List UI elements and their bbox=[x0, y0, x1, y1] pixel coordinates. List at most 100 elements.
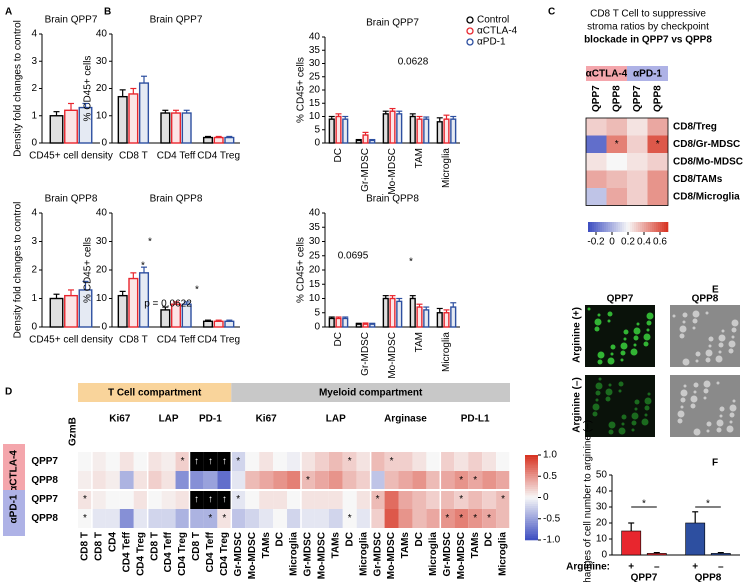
bar bbox=[117, 95, 128, 144]
bar bbox=[64, 294, 78, 328]
cell-blob bbox=[587, 307, 591, 311]
column-label: CD8 T bbox=[80, 532, 91, 561]
heat-cell bbox=[342, 471, 357, 490]
colorbar-strip bbox=[632, 222, 635, 232]
cell-blob bbox=[618, 427, 626, 435]
colorbar-strip bbox=[628, 222, 631, 232]
heat-cell bbox=[161, 509, 176, 528]
colorbar-strip bbox=[636, 222, 639, 232]
heat-cell bbox=[300, 509, 315, 528]
row-label: CD8/TAMs bbox=[673, 174, 723, 185]
cell-blob bbox=[729, 420, 733, 424]
cell-blob bbox=[620, 350, 626, 356]
row-label: CD8/Mo-MDSC bbox=[673, 156, 743, 167]
colorbar-tick-label: 0.6 bbox=[653, 237, 667, 248]
y-tick-label: 35 bbox=[309, 222, 321, 233]
y-tick-label: 15 bbox=[309, 279, 321, 290]
cell-blob bbox=[682, 358, 690, 366]
significance-mark: * bbox=[208, 513, 212, 524]
significance-mark: * bbox=[459, 475, 463, 486]
heat-cell bbox=[91, 452, 106, 471]
row-label: Arginine (–) bbox=[572, 377, 583, 433]
marker-label: Arginase bbox=[384, 414, 427, 425]
heat-cell bbox=[384, 452, 399, 471]
cell-blob bbox=[705, 349, 713, 357]
heat-cell bbox=[259, 509, 274, 528]
colorbar-strip bbox=[616, 222, 619, 232]
heat-cell bbox=[627, 118, 648, 136]
bar bbox=[443, 312, 450, 328]
colorbar-strip bbox=[525, 455, 538, 458]
significance-mark: * bbox=[445, 513, 449, 524]
cell-blob bbox=[646, 312, 654, 320]
overflow-mark: ↑ bbox=[208, 456, 213, 467]
column-label: CD4 bbox=[107, 532, 118, 552]
bar bbox=[328, 317, 335, 328]
significance-mark: * bbox=[615, 139, 619, 150]
cell-blob bbox=[680, 405, 684, 409]
y-tick-label: 10 bbox=[596, 534, 608, 545]
heat-cell bbox=[468, 471, 483, 490]
bar bbox=[396, 300, 403, 328]
cell-blob bbox=[718, 342, 724, 348]
heat-cell bbox=[426, 452, 441, 471]
heat-cell bbox=[175, 509, 190, 528]
annotation: * bbox=[148, 237, 152, 248]
cell-blob bbox=[631, 428, 635, 432]
chart-title: blockade in QPP7 vs QPP8 bbox=[584, 35, 712, 46]
marker-label: LAP bbox=[159, 414, 179, 425]
column-label: QPP8 bbox=[652, 85, 663, 112]
cell-blob bbox=[605, 388, 613, 396]
heat-cell bbox=[440, 452, 455, 471]
y-tick-label: 30 bbox=[596, 502, 608, 513]
legend-label: αCTLA-4 bbox=[477, 26, 518, 37]
x-tick-label: Gr-MDSC bbox=[360, 332, 371, 376]
cell-blob bbox=[719, 414, 723, 418]
bar bbox=[49, 297, 64, 328]
legend-swatch bbox=[466, 38, 474, 46]
colorbar-strip bbox=[650, 222, 653, 232]
y-tick-label: 2 bbox=[31, 265, 37, 276]
bar bbox=[369, 323, 376, 328]
column-label: Mo-MDSC bbox=[386, 532, 397, 579]
colorbar-strip bbox=[525, 516, 538, 520]
significance-mark: * bbox=[390, 456, 394, 467]
heat-cell bbox=[398, 490, 413, 509]
heat-cell bbox=[606, 153, 627, 171]
micrograph bbox=[585, 305, 655, 367]
heat-cell bbox=[606, 118, 627, 136]
group-label: QPP8 bbox=[695, 573, 722, 582]
heat-cell bbox=[454, 471, 469, 490]
heat-cell bbox=[231, 490, 246, 509]
colorbar-strip bbox=[612, 222, 615, 232]
heat-cell bbox=[586, 153, 607, 171]
row-label: CD8/Treg bbox=[673, 121, 717, 132]
heat-cell bbox=[245, 471, 260, 490]
bar bbox=[128, 277, 139, 328]
bar bbox=[342, 118, 349, 144]
x-tick-label: Mo-MDSC bbox=[387, 332, 398, 379]
cell-blob bbox=[618, 381, 624, 387]
heat-cell bbox=[189, 509, 204, 528]
y-tick-label: 10 bbox=[309, 111, 321, 122]
colorbar-strip bbox=[664, 222, 667, 232]
heat-cell bbox=[370, 509, 385, 528]
cell-blob bbox=[728, 340, 736, 348]
heat-cell bbox=[300, 452, 315, 471]
column-label: CD4 Teff bbox=[205, 531, 216, 572]
heat-cell bbox=[426, 471, 441, 490]
significance-mark: * bbox=[459, 513, 463, 524]
column-label: CD4 Treg bbox=[219, 532, 230, 576]
heat-cell bbox=[259, 471, 274, 490]
column-label: CD4 Teff bbox=[163, 531, 174, 572]
heat-cell bbox=[314, 490, 329, 509]
x-tick-label: TAM bbox=[414, 332, 425, 352]
y-tick-label: 25 bbox=[309, 71, 321, 82]
column-label: Microglia bbox=[498, 532, 509, 576]
cell-blob bbox=[644, 405, 650, 411]
column-label: Gr-MDSC bbox=[372, 532, 383, 576]
colorbar-strip bbox=[614, 222, 617, 232]
heat-cell bbox=[370, 490, 385, 509]
colorbar-strip bbox=[654, 222, 657, 232]
